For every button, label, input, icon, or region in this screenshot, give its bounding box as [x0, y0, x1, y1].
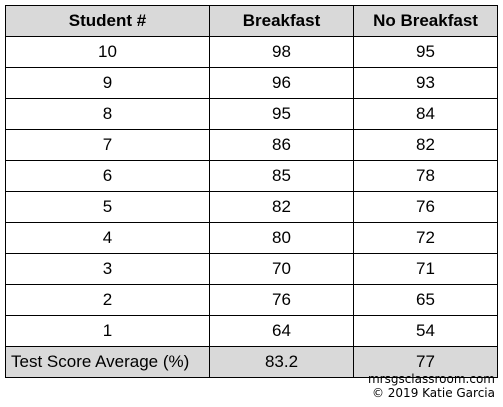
- breakfast-score-cell: 86: [210, 130, 354, 161]
- table-row: 4 80 72: [6, 223, 498, 254]
- table-row: 7 86 82: [6, 130, 498, 161]
- copyright-credits: mrsgsclassroom.com © 2019 Katie Garcia: [368, 372, 495, 400]
- table-row: 8 95 84: [6, 99, 498, 130]
- table-row: 5 82 76: [6, 192, 498, 223]
- header-student-number: Student #: [6, 6, 210, 37]
- student-number-cell: 4: [6, 223, 210, 254]
- no-breakfast-score-cell: 93: [354, 68, 498, 99]
- breakfast-scores-table: Student # Breakfast No Breakfast 10 98 9…: [5, 5, 498, 378]
- credits-website: mrsgsclassroom.com: [368, 372, 495, 386]
- breakfast-score-cell: 70: [210, 254, 354, 285]
- table-row: 1 64 54: [6, 316, 498, 347]
- no-breakfast-score-cell: 54: [354, 316, 498, 347]
- student-number-cell: 9: [6, 68, 210, 99]
- student-number-cell: 2: [6, 285, 210, 316]
- data-table-container: Student # Breakfast No Breakfast 10 98 9…: [5, 5, 497, 378]
- breakfast-score-cell: 80: [210, 223, 354, 254]
- no-breakfast-score-cell: 82: [354, 130, 498, 161]
- breakfast-score-cell: 85: [210, 161, 354, 192]
- no-breakfast-score-cell: 72: [354, 223, 498, 254]
- student-number-cell: 8: [6, 99, 210, 130]
- no-breakfast-score-cell: 78: [354, 161, 498, 192]
- breakfast-score-cell: 96: [210, 68, 354, 99]
- table-row: 3 70 71: [6, 254, 498, 285]
- header-no-breakfast: No Breakfast: [354, 6, 498, 37]
- student-number-cell: 10: [6, 37, 210, 68]
- table-row: 10 98 95: [6, 37, 498, 68]
- no-breakfast-score-cell: 76: [354, 192, 498, 223]
- breakfast-score-cell: 64: [210, 316, 354, 347]
- breakfast-average-cell: 83.2: [210, 347, 354, 378]
- breakfast-score-cell: 98: [210, 37, 354, 68]
- breakfast-score-cell: 82: [210, 192, 354, 223]
- student-number-cell: 1: [6, 316, 210, 347]
- table-row: 6 85 78: [6, 161, 498, 192]
- no-breakfast-score-cell: 71: [354, 254, 498, 285]
- credits-copyright: © 2019 Katie Garcia: [368, 386, 495, 400]
- breakfast-score-cell: 76: [210, 285, 354, 316]
- no-breakfast-score-cell: 95: [354, 37, 498, 68]
- header-row: Student # Breakfast No Breakfast: [6, 6, 498, 37]
- average-label-cell: Test Score Average (%): [6, 347, 210, 378]
- breakfast-score-cell: 95: [210, 99, 354, 130]
- student-number-cell: 5: [6, 192, 210, 223]
- student-number-cell: 7: [6, 130, 210, 161]
- no-breakfast-score-cell: 84: [354, 99, 498, 130]
- no-breakfast-score-cell: 65: [354, 285, 498, 316]
- student-number-cell: 6: [6, 161, 210, 192]
- table-row: 2 76 65: [6, 285, 498, 316]
- table-row: 9 96 93: [6, 68, 498, 99]
- student-number-cell: 3: [6, 254, 210, 285]
- header-breakfast: Breakfast: [210, 6, 354, 37]
